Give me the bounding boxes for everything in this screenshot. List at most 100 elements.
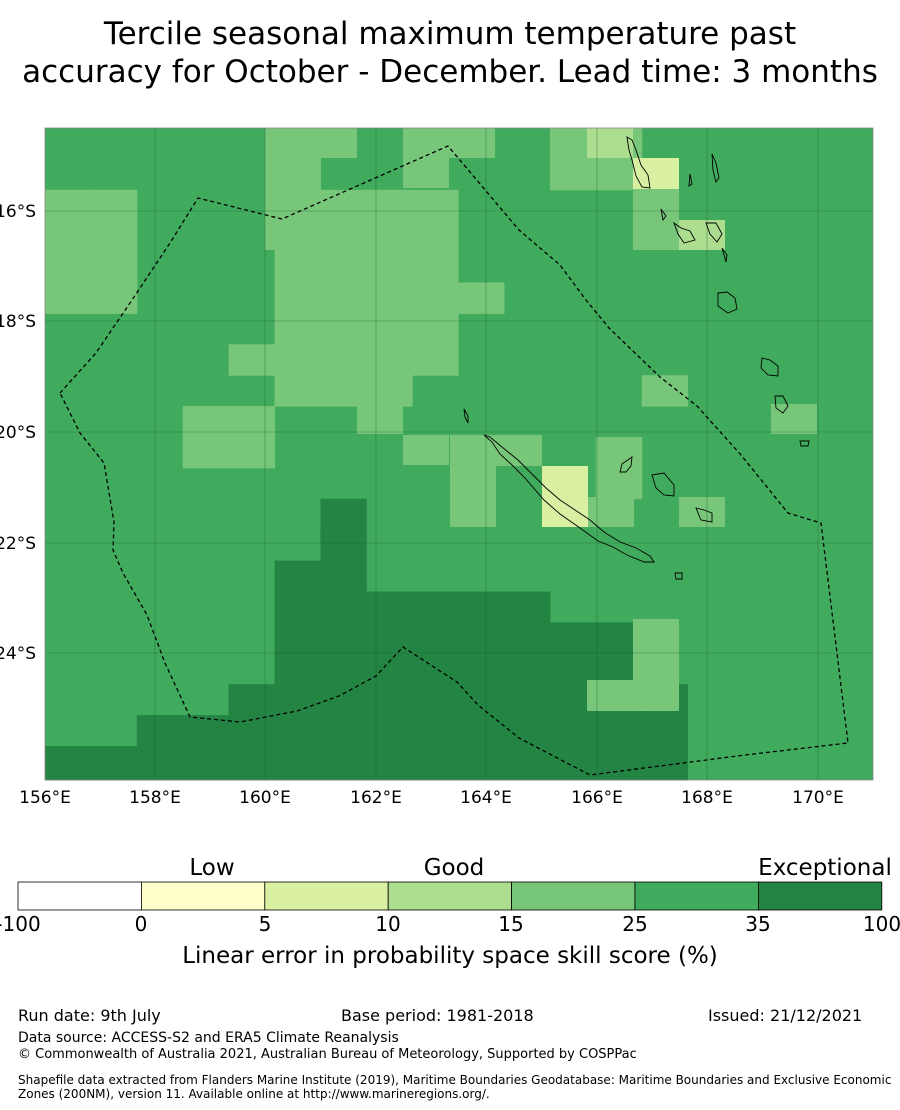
longitude-label: 164°E bbox=[460, 788, 512, 808]
island-coast bbox=[774, 395, 789, 414]
skill-cell bbox=[366, 282, 413, 314]
skill-cell bbox=[366, 344, 413, 376]
skill-cell bbox=[366, 653, 413, 685]
skill-cell bbox=[90, 776, 138, 781]
colorbar-tick: 0 bbox=[134, 912, 148, 936]
skill-cell bbox=[504, 684, 551, 716]
skill-cell bbox=[587, 128, 633, 158]
skill-cell bbox=[320, 313, 367, 345]
skill-cell bbox=[320, 282, 367, 314]
copyright: © Commonwealth of Australia 2021, Austra… bbox=[18, 1047, 637, 1062]
colorbar-tick: 100 bbox=[862, 912, 900, 936]
coastlines bbox=[463, 136, 810, 580]
skill-cell bbox=[320, 251, 367, 283]
colorbar-tick: 25 bbox=[622, 912, 648, 936]
colorbar-segment bbox=[511, 881, 636, 911]
island-coast bbox=[619, 456, 633, 473]
skill-cell bbox=[320, 591, 367, 623]
latitude-label: 18°S bbox=[0, 312, 36, 332]
skill-cell bbox=[587, 680, 679, 711]
island-coast bbox=[705, 222, 723, 243]
skill-cell bbox=[458, 746, 505, 778]
skill-cell bbox=[366, 591, 413, 623]
island-coast bbox=[673, 221, 696, 244]
colorbar-segment bbox=[140, 881, 266, 911]
island-coast bbox=[651, 472, 675, 497]
skill-cell bbox=[549, 622, 597, 654]
longitude-label: 170°E bbox=[792, 788, 844, 808]
skill-cell bbox=[136, 776, 184, 781]
island-coast bbox=[721, 247, 728, 263]
skill-cell bbox=[403, 128, 495, 158]
skill-cell bbox=[771, 404, 817, 434]
shapefile-credit-2: Zones (200NM), version 11. Available onl… bbox=[18, 1087, 490, 1101]
skill-cell bbox=[504, 622, 551, 654]
skill-cell bbox=[595, 437, 643, 469]
skill-cell bbox=[90, 220, 138, 253]
skill-cell bbox=[366, 220, 413, 253]
island-coast bbox=[688, 173, 693, 187]
skill-cell bbox=[412, 220, 459, 253]
island-coast bbox=[660, 208, 667, 222]
colorbar-segment bbox=[758, 881, 883, 911]
skill-cell bbox=[182, 776, 230, 781]
skill-cell bbox=[412, 622, 459, 654]
skill-cell bbox=[320, 746, 367, 778]
island-coast bbox=[799, 440, 810, 447]
skill-cell bbox=[412, 189, 459, 222]
skill-cell bbox=[228, 684, 275, 716]
skill-cell bbox=[320, 653, 367, 685]
skill-cell bbox=[504, 715, 551, 747]
skill-cell bbox=[90, 282, 138, 314]
skill-cell bbox=[403, 158, 449, 188]
legend-category-exceptional: Exceptional bbox=[758, 855, 892, 881]
island-coast bbox=[626, 136, 651, 189]
skill-cell bbox=[458, 776, 505, 781]
latitude-label: 22°S bbox=[0, 534, 36, 554]
map-frame bbox=[44, 127, 874, 781]
skill-cell bbox=[45, 776, 92, 781]
skill-cell bbox=[366, 251, 413, 283]
skill-cell bbox=[458, 622, 505, 654]
colorbar-segment bbox=[634, 881, 759, 911]
skill-cell bbox=[45, 251, 92, 283]
skill-cell bbox=[90, 251, 138, 283]
island-coast bbox=[674, 572, 683, 580]
skill-cell bbox=[588, 497, 634, 527]
skill-cell bbox=[45, 220, 92, 253]
skill-cell bbox=[633, 619, 679, 680]
skill-cell bbox=[412, 746, 459, 778]
map-title-line-1: Tercile seasonal maximum temperature pas… bbox=[103, 16, 797, 52]
colorbar-tick: 5 bbox=[258, 912, 272, 936]
map-title-line-2: accuracy for October - December. Lead ti… bbox=[22, 54, 878, 90]
skill-cell bbox=[549, 746, 597, 778]
skill-cell bbox=[320, 220, 367, 253]
skill-cell bbox=[320, 189, 367, 222]
skill-cell bbox=[320, 684, 367, 716]
skill-cell bbox=[274, 313, 321, 345]
skill-cell bbox=[366, 776, 413, 781]
skill-cell bbox=[412, 715, 459, 747]
new-caledonia-coast bbox=[483, 434, 655, 563]
skill-cell bbox=[136, 715, 184, 747]
data-source: Data source: ACCESS-S2 and ERA5 Climate … bbox=[18, 1030, 399, 1046]
axis-labels: 156°E 158°E 160°E 162°E 164°E 166°E 168°E 170°E… bbox=[0, 202, 844, 808]
skill-cell bbox=[458, 282, 505, 314]
colorbar bbox=[17, 881, 883, 911]
skill-cell bbox=[412, 313, 459, 345]
island-coast bbox=[717, 291, 738, 314]
skill-cell bbox=[504, 776, 551, 781]
skill-cell bbox=[595, 467, 643, 500]
skill-cell bbox=[549, 158, 597, 191]
skill-cell bbox=[274, 282, 321, 314]
skill-cell bbox=[458, 591, 505, 623]
skill-cell bbox=[274, 560, 321, 592]
skill-cell bbox=[641, 715, 689, 747]
skill-cell bbox=[366, 313, 413, 345]
skill-cell bbox=[549, 653, 597, 685]
skill-cell bbox=[45, 746, 92, 778]
longitude-label: 158°E bbox=[129, 788, 181, 808]
skill-cell bbox=[412, 776, 459, 781]
graticule bbox=[45, 128, 873, 780]
longitude-label: 168°E bbox=[681, 788, 733, 808]
